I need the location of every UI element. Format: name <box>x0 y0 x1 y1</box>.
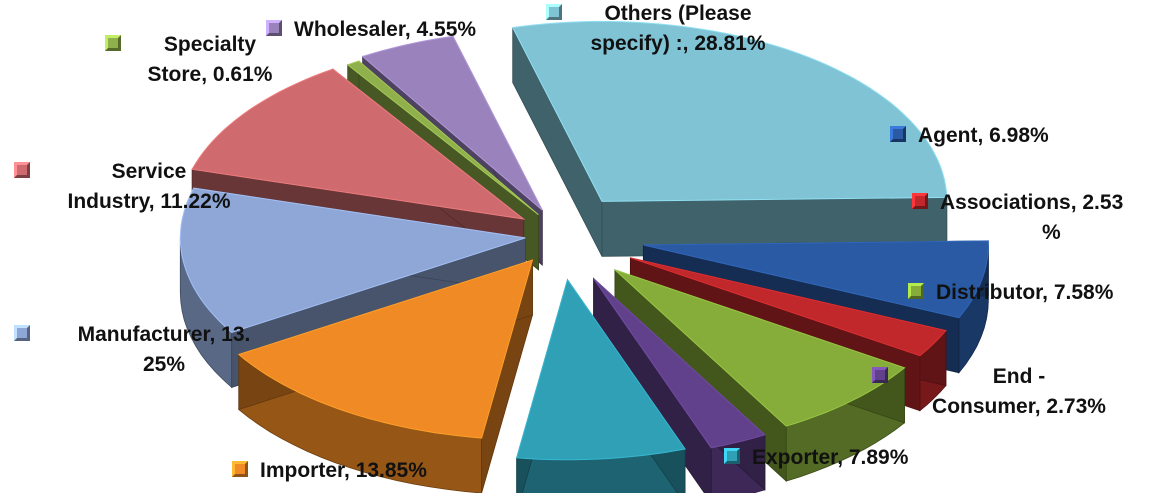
pie-label-wholesaler: Wholesaler, 4.55% <box>266 18 476 41</box>
legend-marker-icon <box>266 20 282 36</box>
pie-label-specialty-store: Specialty Store, 0.61% <box>105 33 273 86</box>
pie-label-line: Service <box>112 160 187 183</box>
pie-slice-exporter <box>516 278 686 493</box>
pie-label-line: Others (Please <box>604 2 751 25</box>
legend-marker-icon <box>912 193 928 209</box>
pie-label-line: Importer, 13.85% <box>260 459 427 482</box>
pie-slice-importer <box>237 259 534 493</box>
legend-marker-icon <box>232 461 248 477</box>
pie-label-line: 25% <box>143 353 185 376</box>
pie-label-line: Store, 0.61% <box>148 63 273 86</box>
pie-label-end-consumer: End - Consumer, 2.73% <box>872 365 1106 418</box>
pie-label-line: Consumer, 2.73% <box>932 395 1106 418</box>
pie-labels: Others (Please specify) :, 28.81% Agent, 6… <box>14 2 1123 482</box>
legend-marker-icon <box>14 325 30 341</box>
legend-marker-icon <box>105 35 121 51</box>
pie-label-exporter: Exporter, 7.89% <box>724 446 909 469</box>
pie-label-line: Agent, 6.98% <box>918 124 1049 147</box>
pie-label-line: % <box>1042 221 1061 244</box>
pie-label-line: Manufacturer, 13. <box>78 323 251 346</box>
pie-label-manufacturer: Manufacturer, 13. 25% <box>14 323 250 376</box>
pie-slice-others-please-specify <box>511 20 948 257</box>
legend-marker-icon <box>546 4 562 20</box>
pie-label-line: Distributor, 7.58% <box>936 281 1114 304</box>
legend-marker-icon <box>872 367 888 383</box>
pie-label-line: Exporter, 7.89% <box>752 446 909 469</box>
legend-marker-icon <box>908 283 924 299</box>
pie-label-line: Specialty <box>164 33 257 56</box>
pie-label-associations: Associations, 2.53% <box>912 191 1123 244</box>
pie-slice-end-consumer <box>593 277 766 493</box>
pie-label-importer: Importer, 13.85% <box>232 459 427 482</box>
pie-slices <box>179 20 989 493</box>
pie-label-line: Wholesaler, 4.55% <box>294 18 476 41</box>
pie-label-service-industry: Service Industry, 11.22% <box>14 160 231 213</box>
pie-label-line: specify) :, 28.81% <box>590 32 765 55</box>
pie-label-line: Associations, 2.53 <box>940 191 1123 214</box>
legend-marker-icon <box>890 126 906 142</box>
pie-label-line: End - <box>993 365 1046 388</box>
legend-marker-icon <box>14 162 30 178</box>
pie-label-agent: Agent, 6.98% <box>890 124 1049 147</box>
legend-marker-icon <box>724 448 740 464</box>
pie-label-line: Industry, 11.22% <box>67 190 230 213</box>
pie-label-others-please-specify: Others (Please specify) :, 28.81% <box>546 2 766 55</box>
pie-label-distributor: Distributor, 7.58% <box>908 281 1114 304</box>
